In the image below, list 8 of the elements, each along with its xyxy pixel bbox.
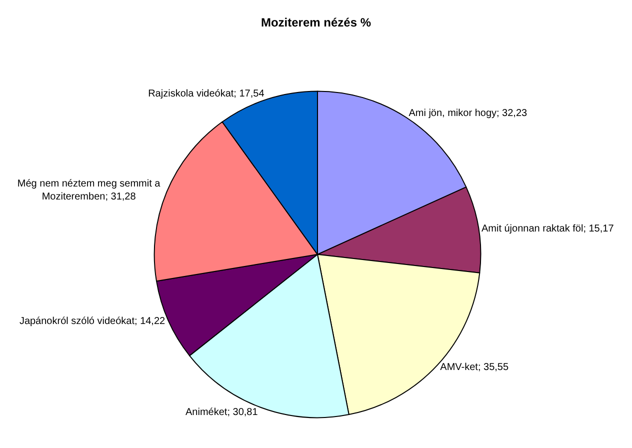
slice-label: Amit újonnan raktak föl; 15,17 xyxy=(481,223,614,234)
slice-label: Animéket; 30,81 xyxy=(186,406,258,418)
slice-label: Még nem néztem meg semmit a Moziteremben; 31,28 xyxy=(17,178,161,202)
slice-label: Rajziskola videókat; 17,54 xyxy=(148,88,265,100)
slice-label: Japánokról szóló videókat; 14,22 xyxy=(19,316,166,327)
chart-title: Moziterem nézés % xyxy=(260,15,372,30)
slice-label: AMV-ket; 35,55 xyxy=(440,362,509,374)
slice-label: Ami jön, mikor hogy; 32,23 xyxy=(408,108,528,119)
